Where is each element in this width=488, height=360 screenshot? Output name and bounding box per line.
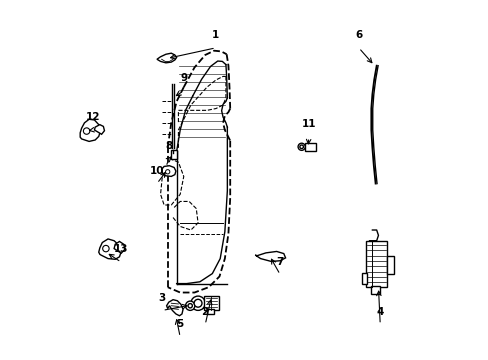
Text: 8: 8 xyxy=(165,141,173,151)
Circle shape xyxy=(298,143,305,150)
Polygon shape xyxy=(99,239,121,259)
Text: 3: 3 xyxy=(159,293,165,302)
Text: 9: 9 xyxy=(180,73,187,83)
Bar xyxy=(365,241,386,287)
Bar xyxy=(370,287,380,294)
Polygon shape xyxy=(157,53,176,63)
Text: 4: 4 xyxy=(376,307,383,317)
Text: 10: 10 xyxy=(149,166,164,176)
Text: 6: 6 xyxy=(354,30,362,40)
Text: 7: 7 xyxy=(276,257,284,267)
Text: 5: 5 xyxy=(176,319,183,329)
Polygon shape xyxy=(114,242,124,253)
Text: 1: 1 xyxy=(212,30,219,40)
Text: 2: 2 xyxy=(201,307,208,317)
Bar xyxy=(204,296,218,310)
Polygon shape xyxy=(162,166,176,176)
Circle shape xyxy=(299,145,303,149)
Bar xyxy=(362,273,366,284)
Circle shape xyxy=(194,299,202,307)
Circle shape xyxy=(165,170,169,174)
Text: 11: 11 xyxy=(301,119,315,129)
Text: 12: 12 xyxy=(85,112,100,122)
Bar xyxy=(170,150,177,158)
Circle shape xyxy=(102,246,109,252)
Polygon shape xyxy=(80,119,101,141)
Circle shape xyxy=(188,303,192,308)
Circle shape xyxy=(185,301,194,310)
Text: 13: 13 xyxy=(114,244,128,254)
Bar xyxy=(386,256,393,274)
Bar xyxy=(207,309,214,314)
Circle shape xyxy=(190,296,205,310)
Polygon shape xyxy=(166,300,183,316)
Polygon shape xyxy=(255,251,285,261)
Circle shape xyxy=(83,128,90,134)
Bar xyxy=(304,143,315,151)
Polygon shape xyxy=(94,125,104,134)
